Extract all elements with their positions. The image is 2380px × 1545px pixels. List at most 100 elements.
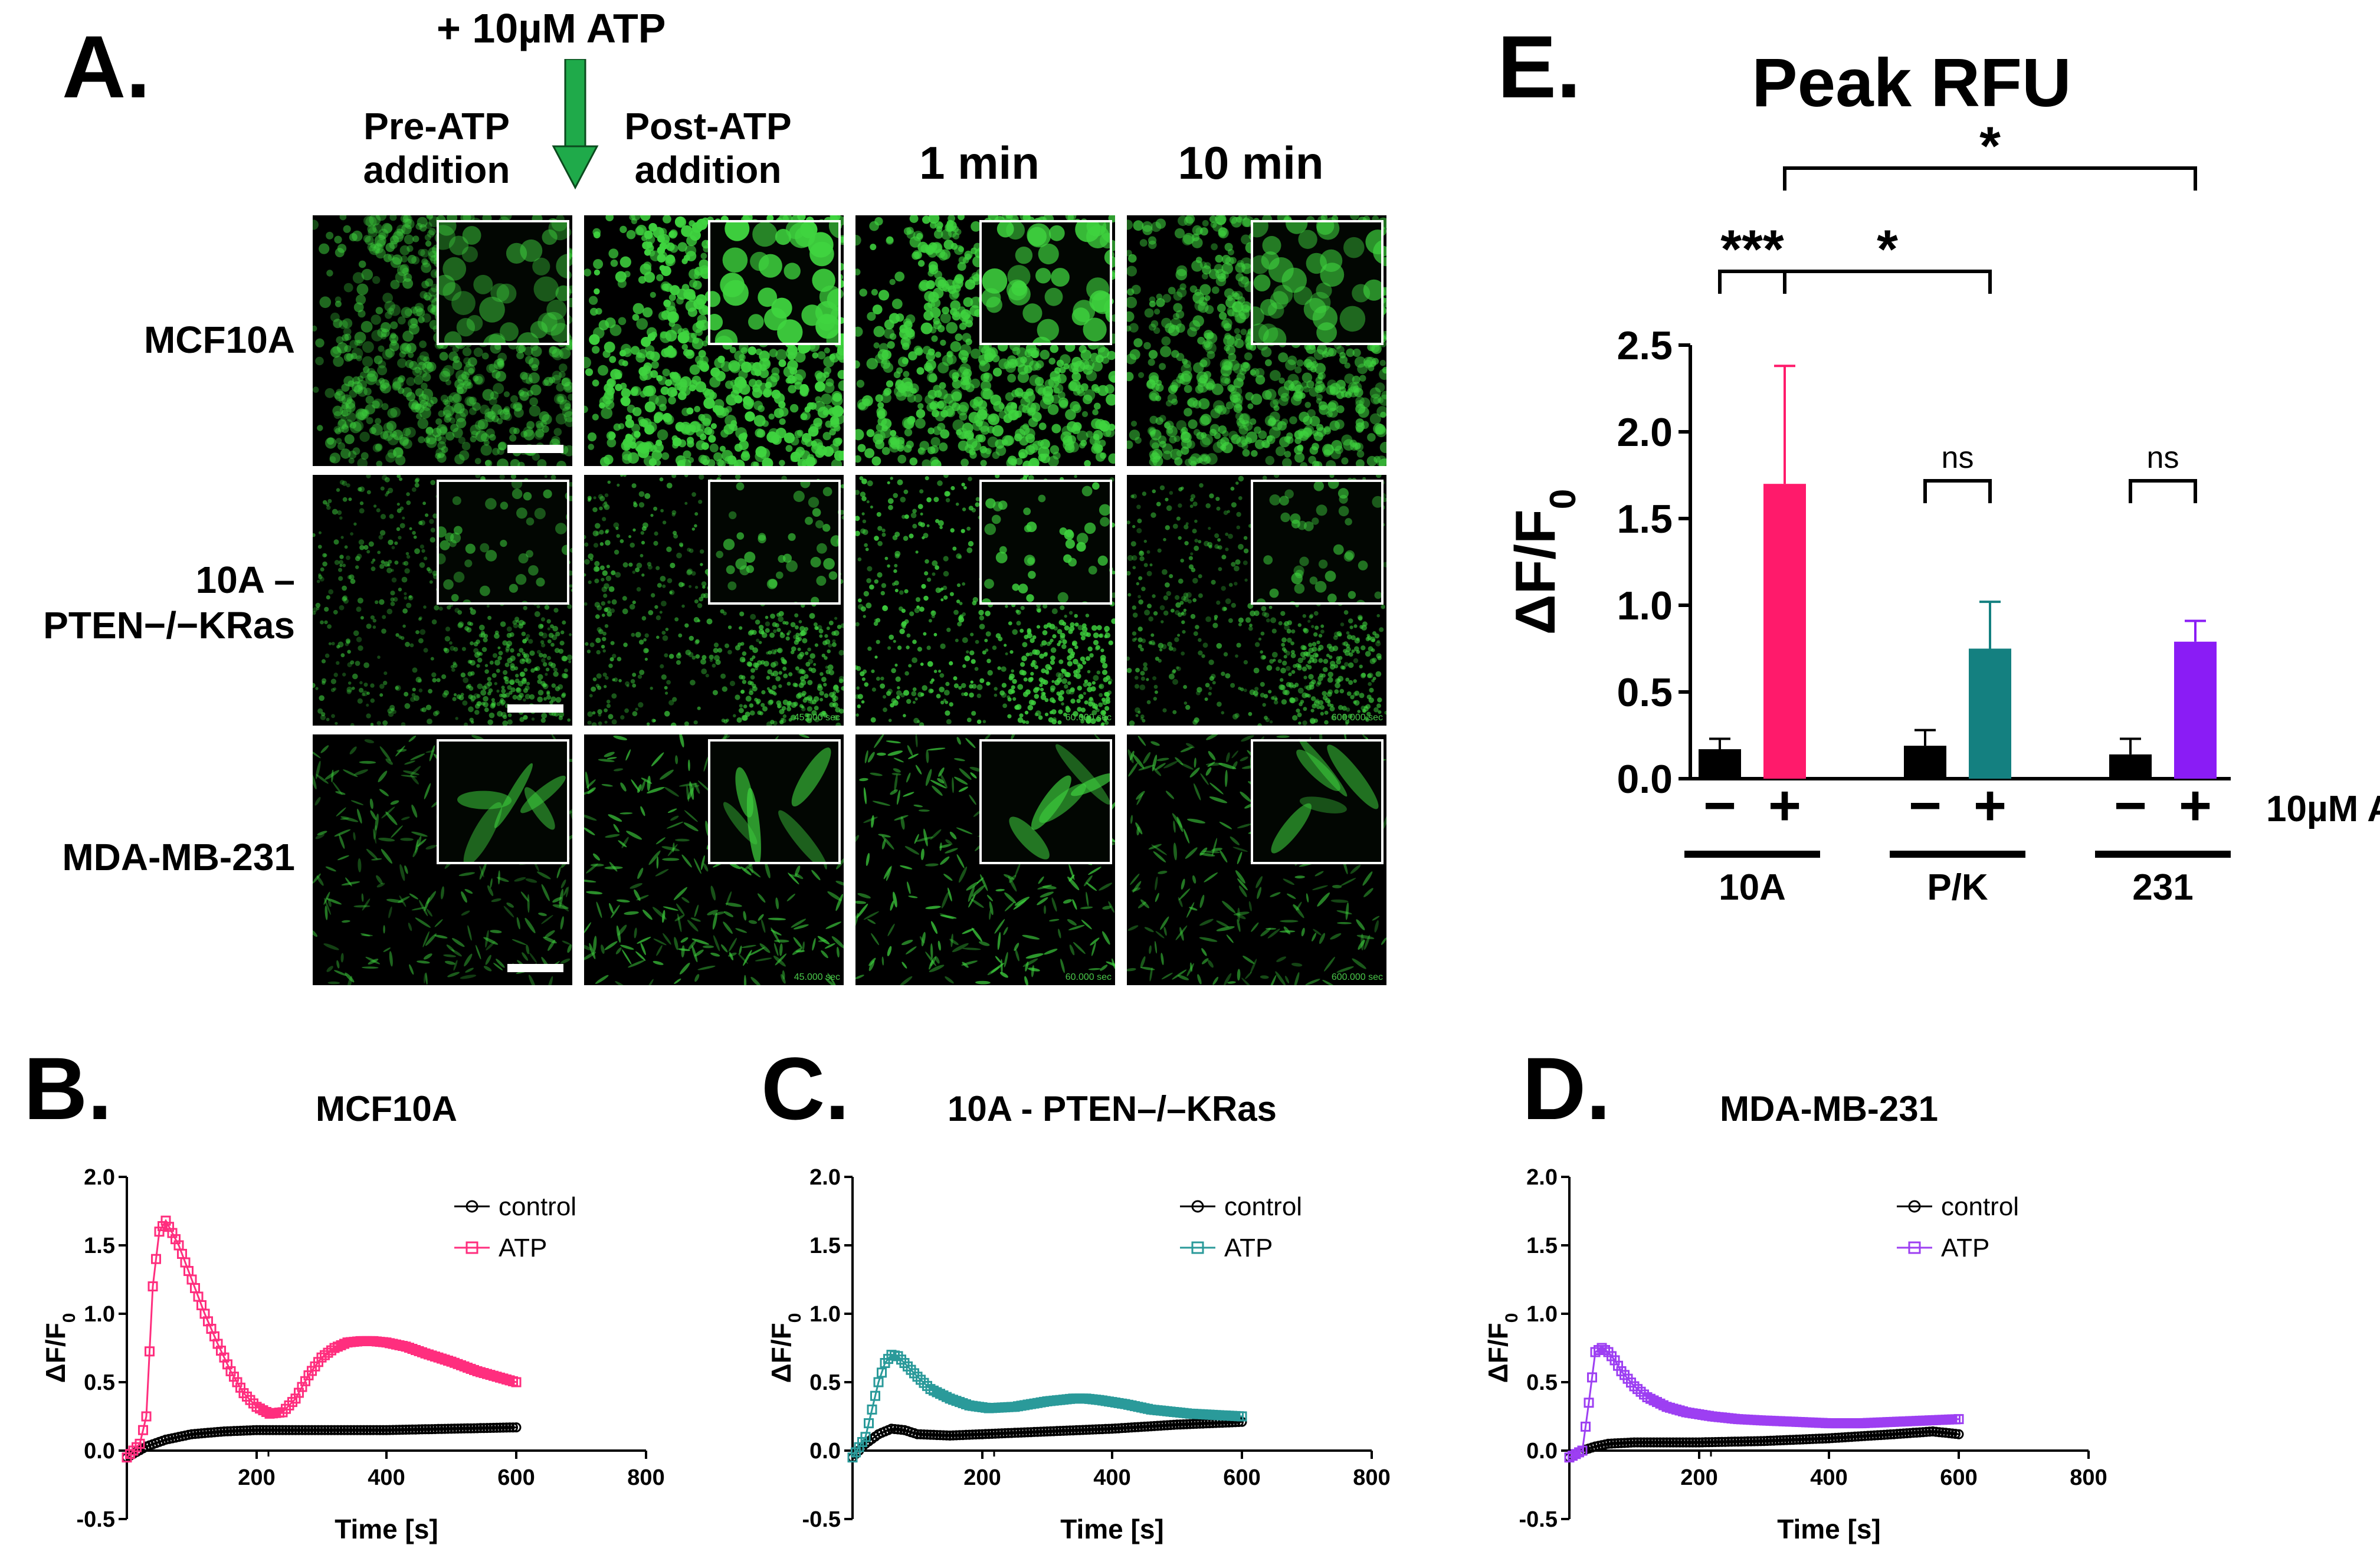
cell [452, 496, 461, 506]
cell [734, 395, 743, 404]
cell [1197, 378, 1207, 387]
cell [779, 460, 785, 466]
cell [398, 375, 405, 383]
cell [605, 400, 615, 409]
cell [927, 389, 937, 399]
cell [448, 392, 460, 404]
cell [1127, 265, 1137, 277]
cell [370, 683, 375, 688]
cell [1202, 265, 1211, 275]
cell [342, 334, 349, 342]
cell [506, 640, 513, 647]
cell [370, 723, 374, 726]
cell [418, 678, 422, 683]
cell [1007, 373, 1016, 383]
cell [398, 434, 409, 445]
cell [347, 650, 351, 654]
cell [1130, 421, 1137, 427]
cell [510, 648, 514, 653]
cell [604, 720, 608, 724]
cell [421, 549, 425, 553]
cell [1102, 662, 1108, 669]
cell [372, 246, 380, 254]
cell [799, 704, 804, 708]
cell [371, 566, 376, 572]
cell [1035, 268, 1051, 284]
cell [1038, 446, 1050, 458]
cell [926, 403, 936, 412]
cell [1282, 458, 1292, 466]
cell [546, 619, 551, 624]
cell [788, 701, 792, 705]
cell [339, 605, 345, 611]
cell [333, 411, 342, 419]
cell [748, 362, 756, 370]
cell [671, 510, 677, 515]
cell [339, 564, 343, 568]
cell [332, 509, 338, 515]
cell [1277, 421, 1287, 431]
cell [1300, 462, 1308, 466]
cell [733, 459, 745, 466]
cell [805, 517, 813, 525]
cell [787, 345, 798, 356]
cell [430, 657, 434, 661]
cell [608, 714, 614, 720]
cell [1225, 401, 1234, 409]
cell [939, 442, 948, 452]
cell [523, 654, 527, 658]
cell [561, 693, 566, 698]
cell [818, 313, 835, 331]
cell [691, 527, 695, 531]
cell [535, 421, 543, 428]
cell [453, 661, 457, 665]
cell [833, 684, 839, 690]
cell [601, 578, 605, 582]
cell [569, 547, 572, 553]
cell [1189, 285, 1198, 293]
cell [392, 429, 404, 441]
cell [1155, 218, 1166, 229]
cell [381, 222, 392, 234]
cell [855, 455, 861, 463]
cell [444, 636, 451, 642]
cell [945, 498, 950, 503]
cell [685, 650, 691, 655]
cell [632, 673, 637, 677]
cell [1068, 441, 1079, 452]
cell [1218, 230, 1226, 238]
cell [775, 349, 787, 361]
cell [584, 356, 591, 369]
cell [584, 534, 586, 539]
cell [559, 641, 565, 646]
cell [1217, 303, 1226, 313]
cell [1202, 339, 1213, 350]
cell [701, 655, 707, 660]
cell [352, 420, 364, 432]
cell [477, 651, 481, 656]
cell [1369, 413, 1381, 425]
cell [418, 436, 425, 444]
cell [587, 498, 591, 502]
cell [402, 516, 405, 520]
cell [351, 381, 363, 392]
micrograph-tile [313, 215, 572, 466]
cell [640, 263, 652, 275]
cell [1243, 421, 1253, 431]
cell [873, 326, 885, 337]
cell [877, 410, 886, 419]
cell [550, 642, 555, 647]
cell [937, 422, 946, 431]
cell [465, 543, 476, 554]
column-header-post-atp: Post-ATP addition [581, 105, 835, 192]
cell [489, 712, 495, 719]
cell [1176, 353, 1185, 362]
cell [746, 565, 754, 573]
cell [959, 323, 967, 330]
cell [661, 601, 667, 606]
cell [1250, 368, 1260, 377]
cell [1038, 422, 1047, 431]
cell [490, 342, 501, 354]
cell [1015, 428, 1025, 439]
cell [370, 698, 375, 703]
